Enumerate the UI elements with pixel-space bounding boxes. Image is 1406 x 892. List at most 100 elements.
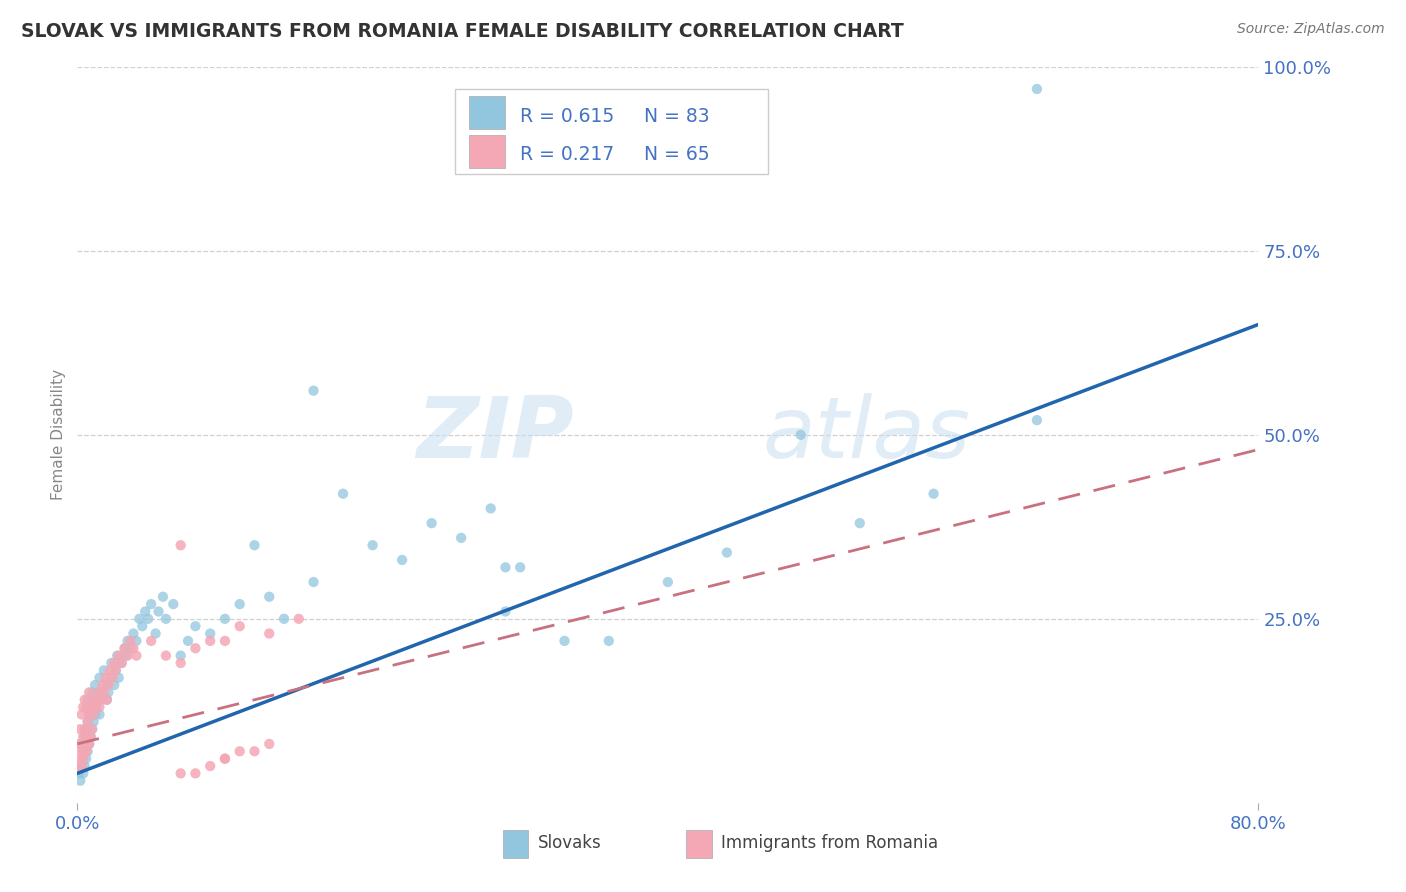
Text: Immigrants from Romania: Immigrants from Romania <box>721 834 938 852</box>
Point <box>332 487 354 501</box>
Point <box>200 759 222 773</box>
Text: Source: ZipAtlas.com: Source: ZipAtlas.com <box>1237 22 1385 37</box>
Point <box>302 575 325 590</box>
Point <box>509 560 531 574</box>
Point <box>177 633 200 648</box>
Point <box>70 737 93 751</box>
Point <box>420 516 443 530</box>
Point <box>134 605 156 619</box>
Text: Slovaks: Slovaks <box>538 834 602 852</box>
Point <box>141 633 163 648</box>
Point <box>598 633 620 648</box>
Point <box>184 641 207 656</box>
Point <box>145 626 167 640</box>
Point <box>79 700 101 714</box>
Point <box>70 759 93 773</box>
Point <box>76 737 98 751</box>
Point <box>259 590 281 604</box>
Point <box>79 700 101 714</box>
Point <box>922 487 945 501</box>
Point <box>259 737 281 751</box>
Point <box>117 648 139 663</box>
Point <box>148 605 170 619</box>
Point <box>70 759 93 773</box>
Point <box>170 648 193 663</box>
Point <box>100 656 122 670</box>
Point <box>184 766 207 780</box>
Point <box>1026 82 1049 96</box>
Point <box>128 612 150 626</box>
Point <box>84 707 107 722</box>
Point <box>120 641 142 656</box>
Point <box>716 545 738 560</box>
Text: N = 83: N = 83 <box>644 107 710 126</box>
Point <box>115 648 138 663</box>
Point <box>89 707 111 722</box>
Point <box>104 664 127 678</box>
Point <box>98 671 121 685</box>
Point <box>84 700 107 714</box>
Point <box>288 612 311 626</box>
Point <box>82 723 104 737</box>
Point <box>76 714 98 729</box>
Point <box>98 664 121 678</box>
Point <box>107 648 129 663</box>
Point <box>72 700 94 714</box>
Point <box>96 692 118 706</box>
Point <box>141 597 163 611</box>
Point <box>75 730 97 744</box>
Point <box>73 730 96 744</box>
Point <box>361 538 384 552</box>
Point <box>152 590 174 604</box>
Point <box>83 707 105 722</box>
Point <box>657 575 679 590</box>
Point <box>170 538 193 552</box>
Point <box>73 723 96 737</box>
Point <box>76 692 98 706</box>
Point <box>90 692 112 706</box>
Point <box>75 723 97 737</box>
Point <box>87 685 110 699</box>
Point <box>69 723 91 737</box>
Point <box>72 744 94 758</box>
Point <box>103 678 125 692</box>
Point <box>105 648 128 663</box>
Point <box>131 619 153 633</box>
Point <box>69 751 91 765</box>
Bar <box>470 135 505 168</box>
Point <box>67 737 90 751</box>
Point <box>96 692 118 706</box>
Text: SLOVAK VS IMMIGRANTS FROM ROMANIA FEMALE DISABILITY CORRELATION CHART: SLOVAK VS IMMIGRANTS FROM ROMANIA FEMALE… <box>21 22 904 41</box>
Point <box>84 678 107 692</box>
Bar <box>470 96 505 129</box>
Point <box>214 633 236 648</box>
Point <box>849 516 872 530</box>
Point <box>495 605 517 619</box>
Point <box>259 626 281 640</box>
Point <box>114 641 136 656</box>
Point <box>479 501 502 516</box>
Point <box>75 751 97 765</box>
Point <box>214 751 236 765</box>
Point <box>87 692 110 706</box>
Point <box>162 597 184 611</box>
Point <box>302 384 325 398</box>
Point <box>67 759 90 773</box>
Point <box>103 656 125 670</box>
Point <box>97 678 120 692</box>
Text: ZIP: ZIP <box>416 393 574 476</box>
Point <box>70 744 93 758</box>
Point <box>90 685 112 699</box>
Point <box>69 773 91 788</box>
Point <box>82 723 104 737</box>
Point <box>75 744 97 758</box>
Bar <box>456 89 768 174</box>
Point <box>273 612 295 626</box>
Point <box>86 692 108 706</box>
Point <box>120 633 142 648</box>
Point <box>94 671 117 685</box>
Point <box>214 612 236 626</box>
Point <box>200 633 222 648</box>
Point <box>73 744 96 758</box>
Point <box>170 656 193 670</box>
